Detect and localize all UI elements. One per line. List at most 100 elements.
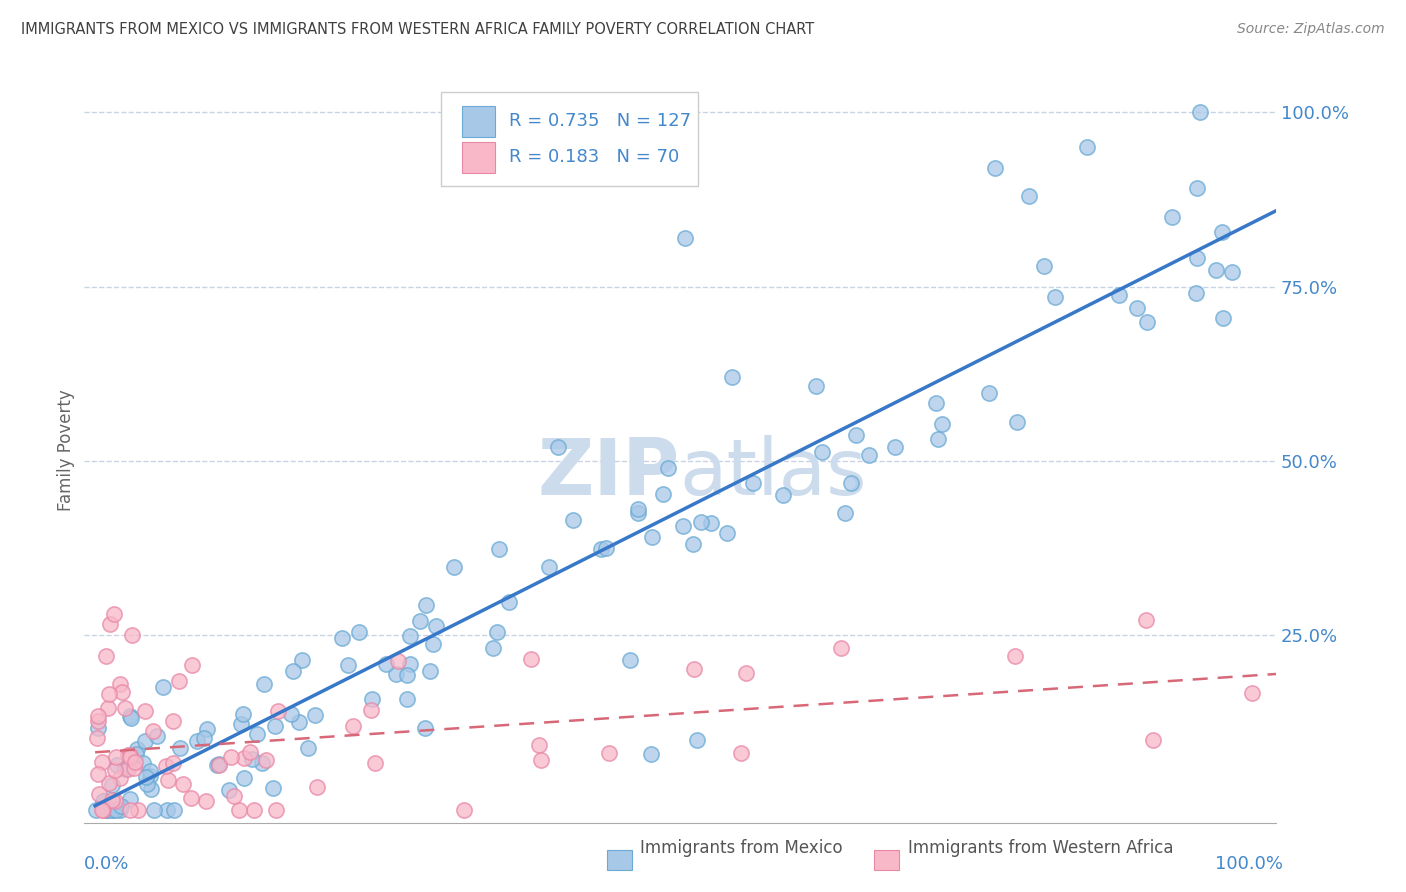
Point	[657, 461, 679, 475]
Point	[399, 657, 422, 671]
Point	[105, 757, 128, 772]
Point	[413, 721, 436, 735]
Point	[425, 619, 447, 633]
Point	[108, 676, 131, 690]
Point	[453, 803, 475, 817]
Point	[409, 614, 432, 628]
Point	[233, 751, 256, 765]
Point	[111, 685, 134, 699]
Point	[627, 506, 650, 520]
Point	[87, 721, 110, 735]
Point	[1045, 290, 1067, 304]
Point	[415, 598, 437, 612]
Point	[716, 526, 738, 541]
Point	[118, 803, 141, 817]
Point	[652, 486, 675, 500]
Point	[124, 755, 146, 769]
Point	[103, 607, 125, 622]
Point	[364, 756, 387, 770]
Point	[336, 658, 359, 673]
Point	[219, 750, 242, 764]
Point	[135, 770, 157, 784]
Point	[931, 417, 953, 432]
Point	[291, 653, 314, 667]
Point	[91, 803, 114, 817]
Point	[1240, 686, 1263, 700]
Point	[984, 161, 1007, 175]
Point	[87, 708, 110, 723]
Point	[673, 231, 696, 245]
Point	[347, 624, 370, 639]
Point	[125, 747, 148, 761]
Point	[232, 706, 254, 721]
Point	[252, 756, 274, 771]
Point	[117, 762, 139, 776]
Point	[1076, 140, 1098, 154]
Point	[384, 667, 406, 681]
Point	[547, 440, 569, 454]
Point	[527, 738, 550, 752]
Point	[91, 794, 114, 808]
Point	[979, 386, 1001, 401]
Point	[730, 746, 752, 760]
Point	[640, 747, 662, 761]
Point	[104, 794, 127, 808]
Point	[141, 782, 163, 797]
Point	[194, 794, 217, 808]
Text: R = 0.735   N = 127: R = 0.735 N = 127	[509, 112, 692, 130]
Point	[138, 764, 160, 779]
Point	[839, 476, 862, 491]
Point	[742, 476, 765, 491]
Point	[93, 794, 115, 808]
Point	[1187, 181, 1209, 195]
Point	[589, 542, 612, 557]
Point	[120, 711, 142, 725]
Point	[193, 731, 215, 746]
Point	[146, 730, 169, 744]
Point	[101, 803, 124, 817]
Point	[375, 657, 398, 671]
Point	[117, 747, 139, 762]
Point	[152, 680, 174, 694]
Point	[772, 488, 794, 502]
Point	[1004, 649, 1026, 664]
Point	[96, 803, 118, 817]
Point	[627, 501, 650, 516]
Point	[562, 513, 585, 527]
Point	[288, 714, 311, 729]
Point	[231, 717, 253, 731]
Point	[134, 704, 156, 718]
Point	[1185, 286, 1208, 301]
Point	[87, 714, 110, 728]
Point	[96, 649, 118, 664]
Point	[94, 803, 117, 817]
Point	[86, 731, 108, 745]
Point	[105, 750, 128, 764]
Point	[239, 745, 262, 759]
Point	[246, 727, 269, 741]
Point	[1222, 265, 1244, 279]
Point	[91, 803, 114, 817]
Point	[884, 440, 907, 454]
Point	[162, 756, 184, 771]
Point	[156, 803, 179, 817]
Point	[537, 559, 560, 574]
Point	[530, 753, 553, 767]
Point	[228, 803, 250, 817]
Point	[387, 654, 409, 668]
Point	[1033, 259, 1056, 273]
Point	[90, 755, 112, 769]
Text: IMMIGRANTS FROM MEXICO VS IMMIGRANTS FROM WESTERN AFRICA FAMILY POVERTY CORRELAT: IMMIGRANTS FROM MEXICO VS IMMIGRANTS FRO…	[21, 22, 814, 37]
Point	[110, 799, 132, 814]
Point	[267, 704, 290, 718]
Point	[180, 791, 202, 805]
Point	[419, 664, 441, 678]
Point	[163, 803, 186, 817]
Point	[700, 516, 723, 531]
Point	[1212, 310, 1234, 325]
Point	[1185, 251, 1208, 265]
Point	[122, 761, 145, 775]
Point	[332, 631, 354, 645]
Text: atlas: atlas	[679, 434, 868, 511]
Point	[127, 742, 149, 756]
